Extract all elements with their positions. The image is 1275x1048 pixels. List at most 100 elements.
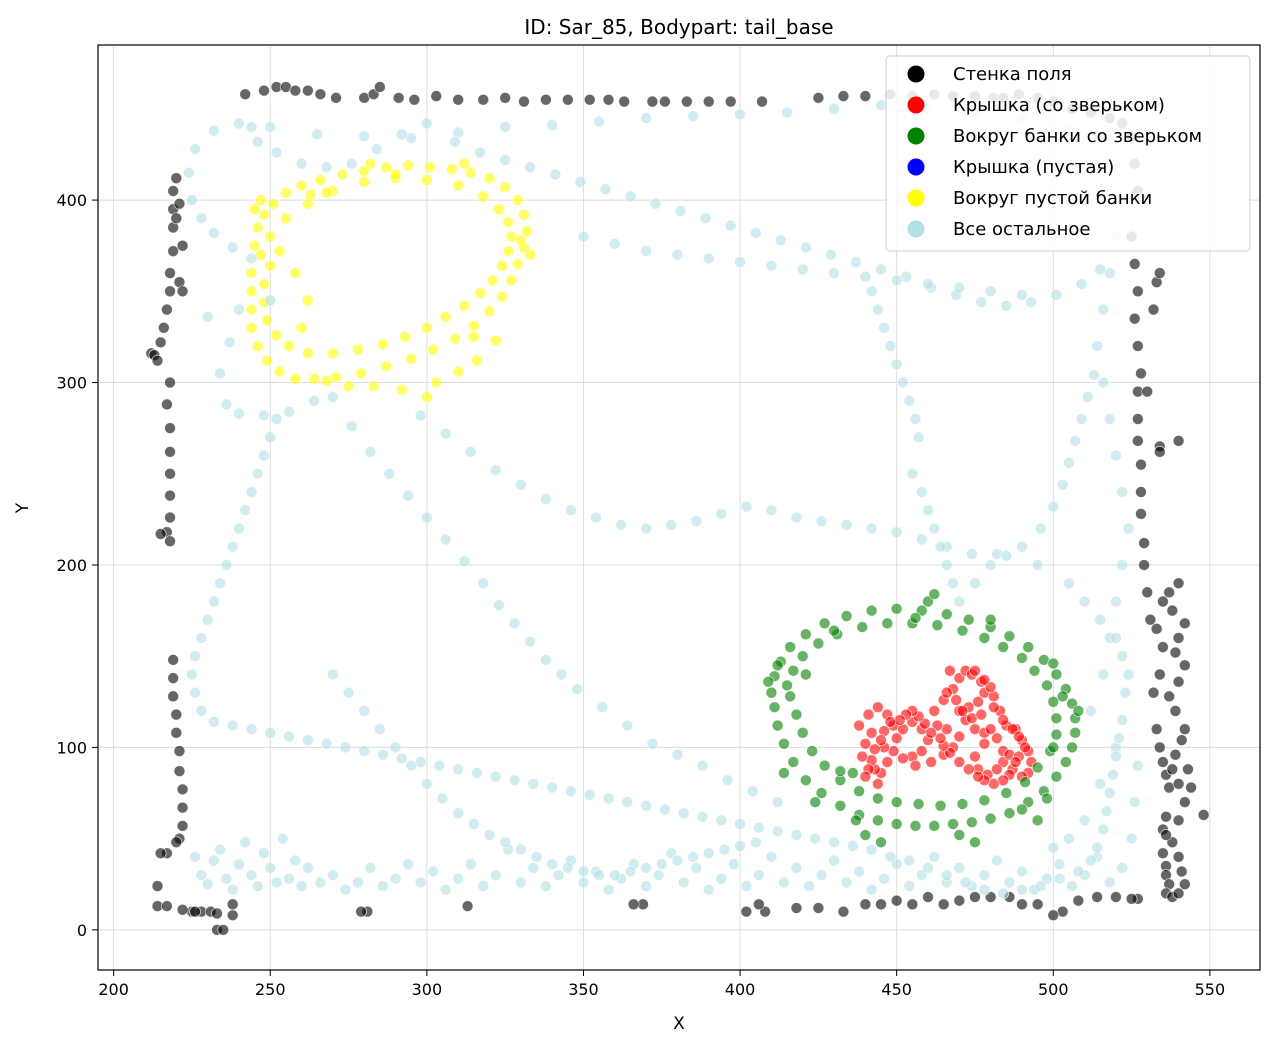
data-point (255, 194, 267, 206)
data-point (768, 701, 781, 714)
data-point (781, 106, 793, 119)
data-point (915, 533, 928, 546)
data-point (1166, 763, 1179, 776)
legend-marker (907, 220, 925, 238)
data-point (414, 409, 427, 422)
data-point (245, 285, 258, 298)
data-point (972, 770, 984, 783)
data-point (514, 478, 527, 491)
data-point (477, 93, 490, 106)
data-point (928, 851, 941, 863)
data-point (1031, 761, 1044, 774)
data-point (367, 380, 380, 393)
data-point (1072, 705, 1085, 717)
data-point (859, 270, 872, 283)
x-tick-label: 450 (881, 980, 912, 999)
data-point (812, 92, 825, 104)
data-point (389, 872, 402, 885)
data-point (812, 902, 825, 914)
data-point (1088, 369, 1100, 382)
data-point (640, 522, 652, 535)
data-point (828, 854, 840, 867)
data-point (1103, 876, 1116, 889)
data-point (640, 861, 652, 874)
data-point (875, 898, 887, 911)
data-point (402, 159, 414, 172)
data-point (890, 602, 903, 615)
data-point (956, 705, 969, 717)
data-point (749, 836, 762, 849)
data-point (467, 331, 480, 343)
data-point (226, 540, 239, 553)
data-point (906, 467, 919, 480)
data-point (765, 851, 778, 863)
data-point (471, 354, 483, 367)
data-point (593, 869, 605, 881)
data-point (502, 245, 515, 258)
data-point (702, 252, 715, 265)
data-point (1085, 854, 1097, 867)
legend-marker (907, 189, 925, 207)
data-point (264, 726, 277, 739)
data-point (402, 489, 414, 502)
data-point (574, 175, 587, 188)
data-point (308, 373, 320, 385)
data-point (380, 161, 393, 174)
data-point (912, 431, 925, 444)
data-point (452, 93, 465, 106)
data-point (965, 816, 978, 829)
data-point (1166, 604, 1179, 617)
data-point (549, 168, 562, 181)
data-point (195, 632, 208, 644)
data-point (671, 748, 684, 761)
data-point (1031, 898, 1044, 911)
data-point (884, 716, 897, 728)
data-point (837, 905, 850, 918)
data-point (878, 872, 891, 885)
data-point (377, 880, 389, 892)
data-point (890, 732, 903, 745)
data-point (439, 883, 452, 896)
data-point (1150, 723, 1163, 736)
data-point (189, 905, 201, 918)
data-point (276, 832, 289, 845)
data-point (505, 274, 518, 287)
data-point (245, 723, 258, 736)
data-point (915, 745, 928, 757)
data-point (762, 675, 775, 688)
data-point (1075, 413, 1088, 425)
data-point (890, 796, 903, 808)
data-point (828, 836, 840, 849)
data-point (1178, 878, 1191, 891)
data-point (840, 518, 853, 531)
data-point (803, 880, 815, 892)
data-point (671, 854, 684, 867)
data-point (499, 836, 512, 849)
data-point (289, 373, 302, 385)
data-point (314, 876, 327, 889)
data-point (765, 686, 778, 699)
y-tick-label: 400 (56, 191, 87, 210)
data-point (799, 628, 812, 641)
data-point (1172, 887, 1185, 900)
data-point (984, 613, 997, 626)
data-point (818, 617, 831, 630)
data-point (696, 759, 709, 772)
data-point (978, 674, 991, 686)
data-point (1116, 559, 1129, 571)
data-point (251, 221, 264, 234)
data-point (915, 486, 928, 498)
data-point (903, 880, 916, 892)
x-tick-label: 500 (1038, 980, 1069, 999)
data-point (1091, 841, 1103, 854)
data-point (245, 121, 258, 133)
data-point (778, 876, 790, 889)
data-point (790, 708, 803, 721)
data-point (944, 664, 956, 677)
data-point (176, 239, 189, 252)
data-point (1157, 595, 1169, 608)
data-point (646, 737, 659, 750)
data-point (828, 624, 840, 637)
data-point (561, 93, 574, 106)
data-point (1034, 522, 1047, 535)
